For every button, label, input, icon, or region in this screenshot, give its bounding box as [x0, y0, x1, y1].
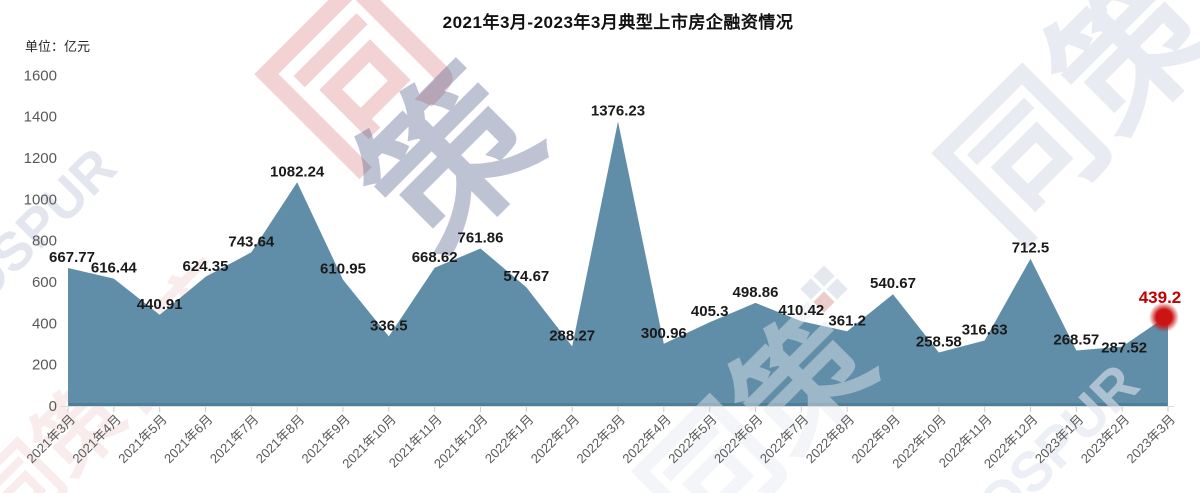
x-axis-label: 2022年2月: [528, 412, 583, 467]
y-axis-label: 1600: [24, 67, 57, 84]
data-point-label: 258.58: [916, 334, 962, 351]
x-axis-label: 2021年8月: [253, 412, 308, 467]
data-point-label: 361.2: [828, 312, 866, 329]
data-point-label: 574.67: [503, 268, 549, 285]
x-axis-label: 2022年3月: [574, 412, 629, 467]
data-point-label: 667.77: [49, 249, 95, 266]
data-point-label: 761.86: [458, 230, 504, 247]
data-point-label: 300.96: [641, 325, 687, 342]
y-axis-label: 200: [32, 357, 57, 374]
data-point-label: 336.5: [370, 317, 408, 334]
data-point-label: 498.86: [733, 284, 779, 301]
x-axis-label: 2021年7月: [207, 412, 262, 467]
data-point-label: 616.44: [91, 260, 138, 277]
data-point-label: 440.91: [137, 296, 183, 313]
chart-title: 2021年3月-2023年3月典型上市房企融资情况: [442, 13, 794, 32]
data-point-label: 316.63: [962, 322, 1008, 339]
data-point-label: 1376.23: [591, 103, 645, 120]
watermark-logo-diamond: [800, 278, 822, 300]
y-axis-label: 1400: [24, 109, 57, 126]
x-axis-label: 2022年1月: [482, 412, 537, 467]
data-point-label: 743.64: [228, 233, 275, 250]
watermark-logo-diamond: [813, 291, 835, 313]
x-axis-label: 2021年6月: [161, 412, 216, 467]
data-point-label: 410.42: [778, 302, 824, 319]
data-point-label: 288.27: [549, 327, 595, 344]
data-point-label: 712.5: [1012, 240, 1050, 257]
data-point-label: 268.57: [1053, 331, 1099, 348]
data-point-label: 405.3: [691, 303, 729, 320]
highlight-dot: [1156, 309, 1172, 326]
y-axis-label: 1000: [24, 191, 57, 208]
y-axis-label: 400: [32, 315, 57, 332]
data-point-label: 610.95: [320, 261, 366, 278]
y-axis-label: 0: [49, 398, 57, 415]
highlight-value-label: 439.2: [1139, 288, 1182, 307]
unit-label: 单位：亿元: [25, 39, 91, 54]
y-axis-label: 1200: [24, 150, 57, 167]
y-axis-label: 800: [32, 233, 57, 250]
watermark-text: 同策: [913, 0, 1200, 269]
watermark-logo-diamond: [813, 265, 835, 287]
watermark-logo-diamond: [826, 278, 848, 300]
data-point-label: 668.62: [412, 249, 458, 266]
data-point-label: 287.52: [1101, 340, 1147, 357]
area-series: [68, 121, 1168, 406]
x-axis-label: 2023年3月: [1124, 412, 1179, 467]
y-axis-label: 600: [32, 274, 57, 291]
data-point-label: 1082.24: [270, 163, 325, 180]
data-point-label: 624.35: [183, 258, 229, 275]
data-point-label: 540.67: [870, 275, 916, 292]
